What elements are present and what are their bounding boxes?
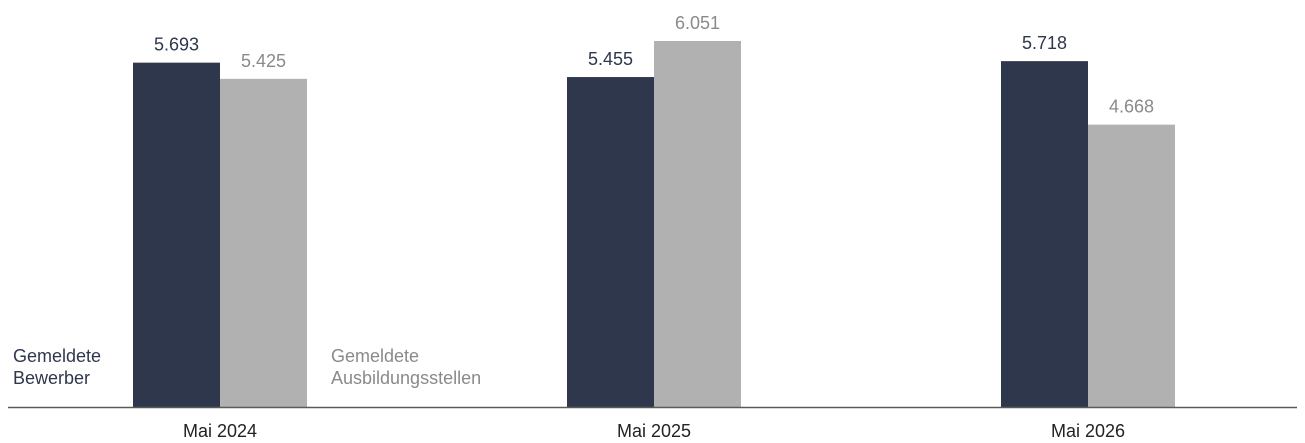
bar-series-2-mai-2024 xyxy=(220,78,307,408)
legend-label-series-1: Gemeldete Bewerber xyxy=(13,346,101,388)
bar-series-1-mai-2024 xyxy=(133,62,220,408)
category-label-mai-2025: Mai 2025 xyxy=(617,421,691,441)
category-labels-group: Mai 2024 Mai 2025 Mai 2026 xyxy=(183,421,1125,441)
legend-label-series-2-line-1: Gemeldete xyxy=(331,346,419,366)
bars-group xyxy=(133,41,1175,408)
value-label-series-2-mai-2024: 5.425 xyxy=(241,51,286,71)
value-label-series-2-mai-2025: 6.051 xyxy=(675,13,720,33)
legend-label-series-2-line-2: Ausbildungsstellen xyxy=(331,368,481,388)
value-label-series-1-mai-2026: 5.718 xyxy=(1022,33,1067,53)
bar-series-1-mai-2026 xyxy=(1001,61,1088,408)
bar-series-1-mai-2025 xyxy=(567,77,654,408)
legend-label-series-1-line-2: Bewerber xyxy=(13,368,90,388)
category-label-mai-2024: Mai 2024 xyxy=(183,421,257,441)
value-label-series-1-mai-2025: 5.455 xyxy=(588,49,633,69)
bar-series-2-mai-2026 xyxy=(1088,124,1175,408)
legend-label-series-1-line-1: Gemeldete xyxy=(13,346,101,366)
value-labels-group: 5.693 5.425 5.455 6.051 5.718 4.668 xyxy=(154,13,1154,117)
legend-label-series-2: Gemeldete Ausbildungsstellen xyxy=(331,346,481,388)
value-label-series-2-mai-2026: 4.668 xyxy=(1109,97,1154,117)
bar-series-2-mai-2025 xyxy=(654,41,741,407)
category-label-mai-2026: Mai 2026 xyxy=(1051,421,1125,441)
value-label-series-1-mai-2024: 5.693 xyxy=(154,35,199,55)
